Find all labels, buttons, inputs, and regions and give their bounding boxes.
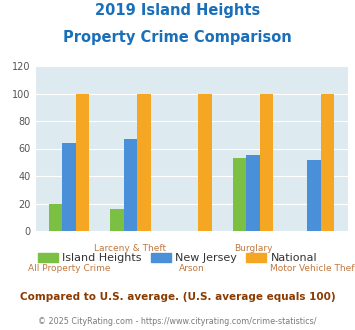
Text: All Property Crime: All Property Crime (28, 264, 110, 273)
Bar (110, 209, 124, 231)
Bar (198, 93, 212, 231)
Text: © 2025 CityRating.com - https://www.cityrating.com/crime-statistics/: © 2025 CityRating.com - https://www.city… (38, 317, 317, 326)
Text: Property Crime Comparison: Property Crime Comparison (63, 30, 292, 45)
Legend: Island Heights, New Jersey, National: Island Heights, New Jersey, National (33, 248, 322, 268)
Bar (260, 93, 273, 231)
Bar (307, 159, 321, 231)
Bar (321, 93, 334, 231)
Bar (124, 139, 137, 231)
Text: 2019 Island Heights: 2019 Island Heights (95, 3, 260, 18)
Bar (137, 93, 151, 231)
Text: Arson: Arson (179, 264, 204, 273)
Text: Larceny & Theft: Larceny & Theft (94, 244, 166, 253)
Bar (246, 155, 260, 231)
Text: Compared to U.S. average. (U.S. average equals 100): Compared to U.S. average. (U.S. average … (20, 292, 335, 302)
Text: Motor Vehicle Theft: Motor Vehicle Theft (270, 264, 355, 273)
Bar (76, 93, 89, 231)
Bar (233, 158, 246, 231)
Text: Burglary: Burglary (234, 244, 272, 253)
Bar (49, 204, 62, 231)
Bar (62, 143, 76, 231)
